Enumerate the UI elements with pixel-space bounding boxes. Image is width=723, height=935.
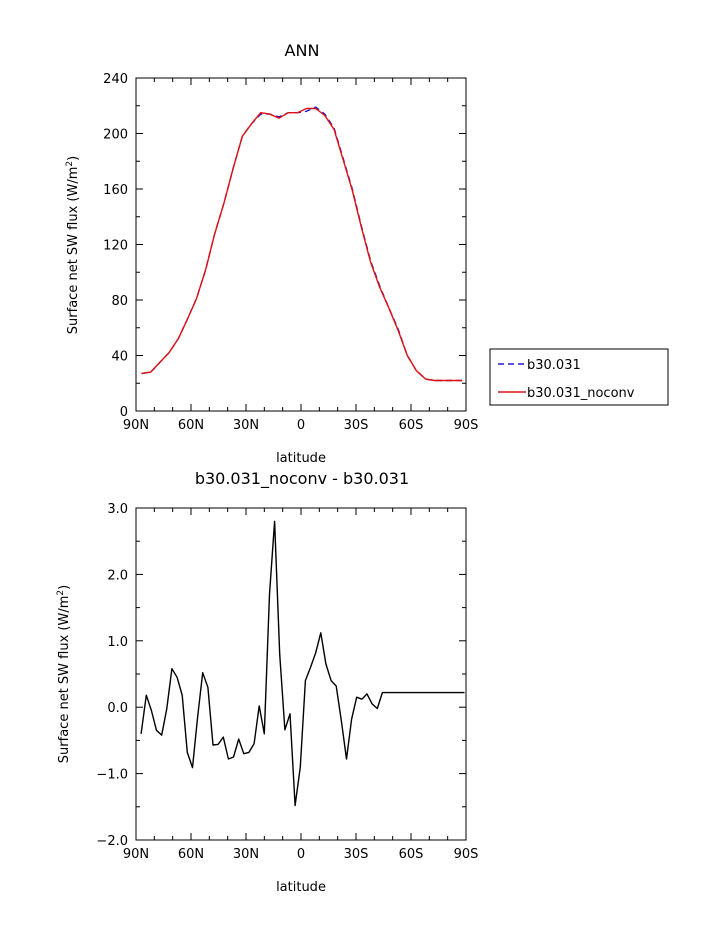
top-plot-frame: [135, 77, 467, 412]
x-tick-label: 60S: [399, 847, 424, 862]
y-tick-label: 40: [111, 350, 128, 365]
x-tick-label: 30S: [344, 847, 369, 862]
y-tick-label: 1.0: [107, 635, 128, 650]
bottom-series-group: [140, 520, 465, 807]
y-tick-label: 0.0: [107, 701, 128, 716]
legend-label-b30-031-noconv: b30.031_noconv: [527, 386, 635, 401]
y-tick-label: 240: [103, 72, 128, 87]
top-chart-panel: ANN 90N 60N 30N 0 30S 60S 90S 0 40 80 120 160 200 24…: [65, 41, 669, 466]
y-tick-label: 160: [103, 183, 128, 198]
y-tick-label: 120: [103, 239, 128, 254]
x-tick-label: 60N: [178, 847, 204, 862]
x-tick-label: 90S: [454, 418, 479, 433]
x-tick-label: 30S: [344, 418, 369, 433]
legend-label-b30-031: b30.031: [527, 358, 581, 373]
series-line-b30-031-noconv: [141, 107, 463, 382]
bottom-chart-panel: b30.031_noconv - b30.031 90N 60N 30N 0 30S 60…: [56, 469, 478, 895]
top-x-axis-label: latitude: [276, 451, 326, 466]
top-y-axis-label: Surface net SW flux (W/m2): [65, 156, 81, 334]
x-tick-label: 30N: [233, 418, 259, 433]
bottom-plot-frame: [135, 507, 467, 841]
bottom-chart-title: b30.031_noconv - b30.031: [195, 469, 409, 489]
bottom-x-axis-label: latitude: [276, 880, 326, 895]
top-chart-title: ANN: [285, 41, 320, 60]
bottom-y-axis-label: Surface net SW flux (W/m2): [56, 585, 72, 763]
legend-box: [489, 348, 669, 406]
y-tick-label: 80: [111, 294, 128, 309]
x-tick-label: 90N: [123, 418, 149, 433]
x-tick-label: 60S: [399, 418, 424, 433]
bottom-x-axis: 90N 60N 30N 0 30S 60S 90S: [123, 508, 479, 862]
y-tick-label: 3.0: [107, 502, 128, 517]
top-y-axis: 0 40 80 120 160 200 240: [103, 72, 466, 420]
y-tick-label: 2.0: [107, 568, 128, 583]
x-tick-label: 90N: [123, 847, 149, 862]
top-x-axis: 90N 60N 30N 0 30S 60S 90S: [123, 78, 479, 433]
bottom-y-axis: −2.0 −1.0 0.0 1.0 2.0 3.0: [96, 502, 466, 849]
top-series-group: [141, 106, 463, 382]
y-tick-label: 200: [103, 128, 128, 143]
x-tick-label: 30N: [233, 847, 259, 862]
x-tick-label: 0: [297, 418, 305, 433]
legend: b30.031 b30.031_noconv: [489, 348, 669, 406]
x-tick-label: 0: [297, 847, 305, 862]
series-line-difference: [140, 520, 465, 807]
y-tick-label: 0: [120, 405, 128, 420]
y-tick-label: −2.0: [96, 834, 128, 849]
y-tick-label: −1.0: [96, 768, 128, 783]
x-tick-label: 90S: [454, 847, 479, 862]
x-tick-label: 60N: [178, 418, 204, 433]
series-line-b30-031: [141, 106, 463, 382]
